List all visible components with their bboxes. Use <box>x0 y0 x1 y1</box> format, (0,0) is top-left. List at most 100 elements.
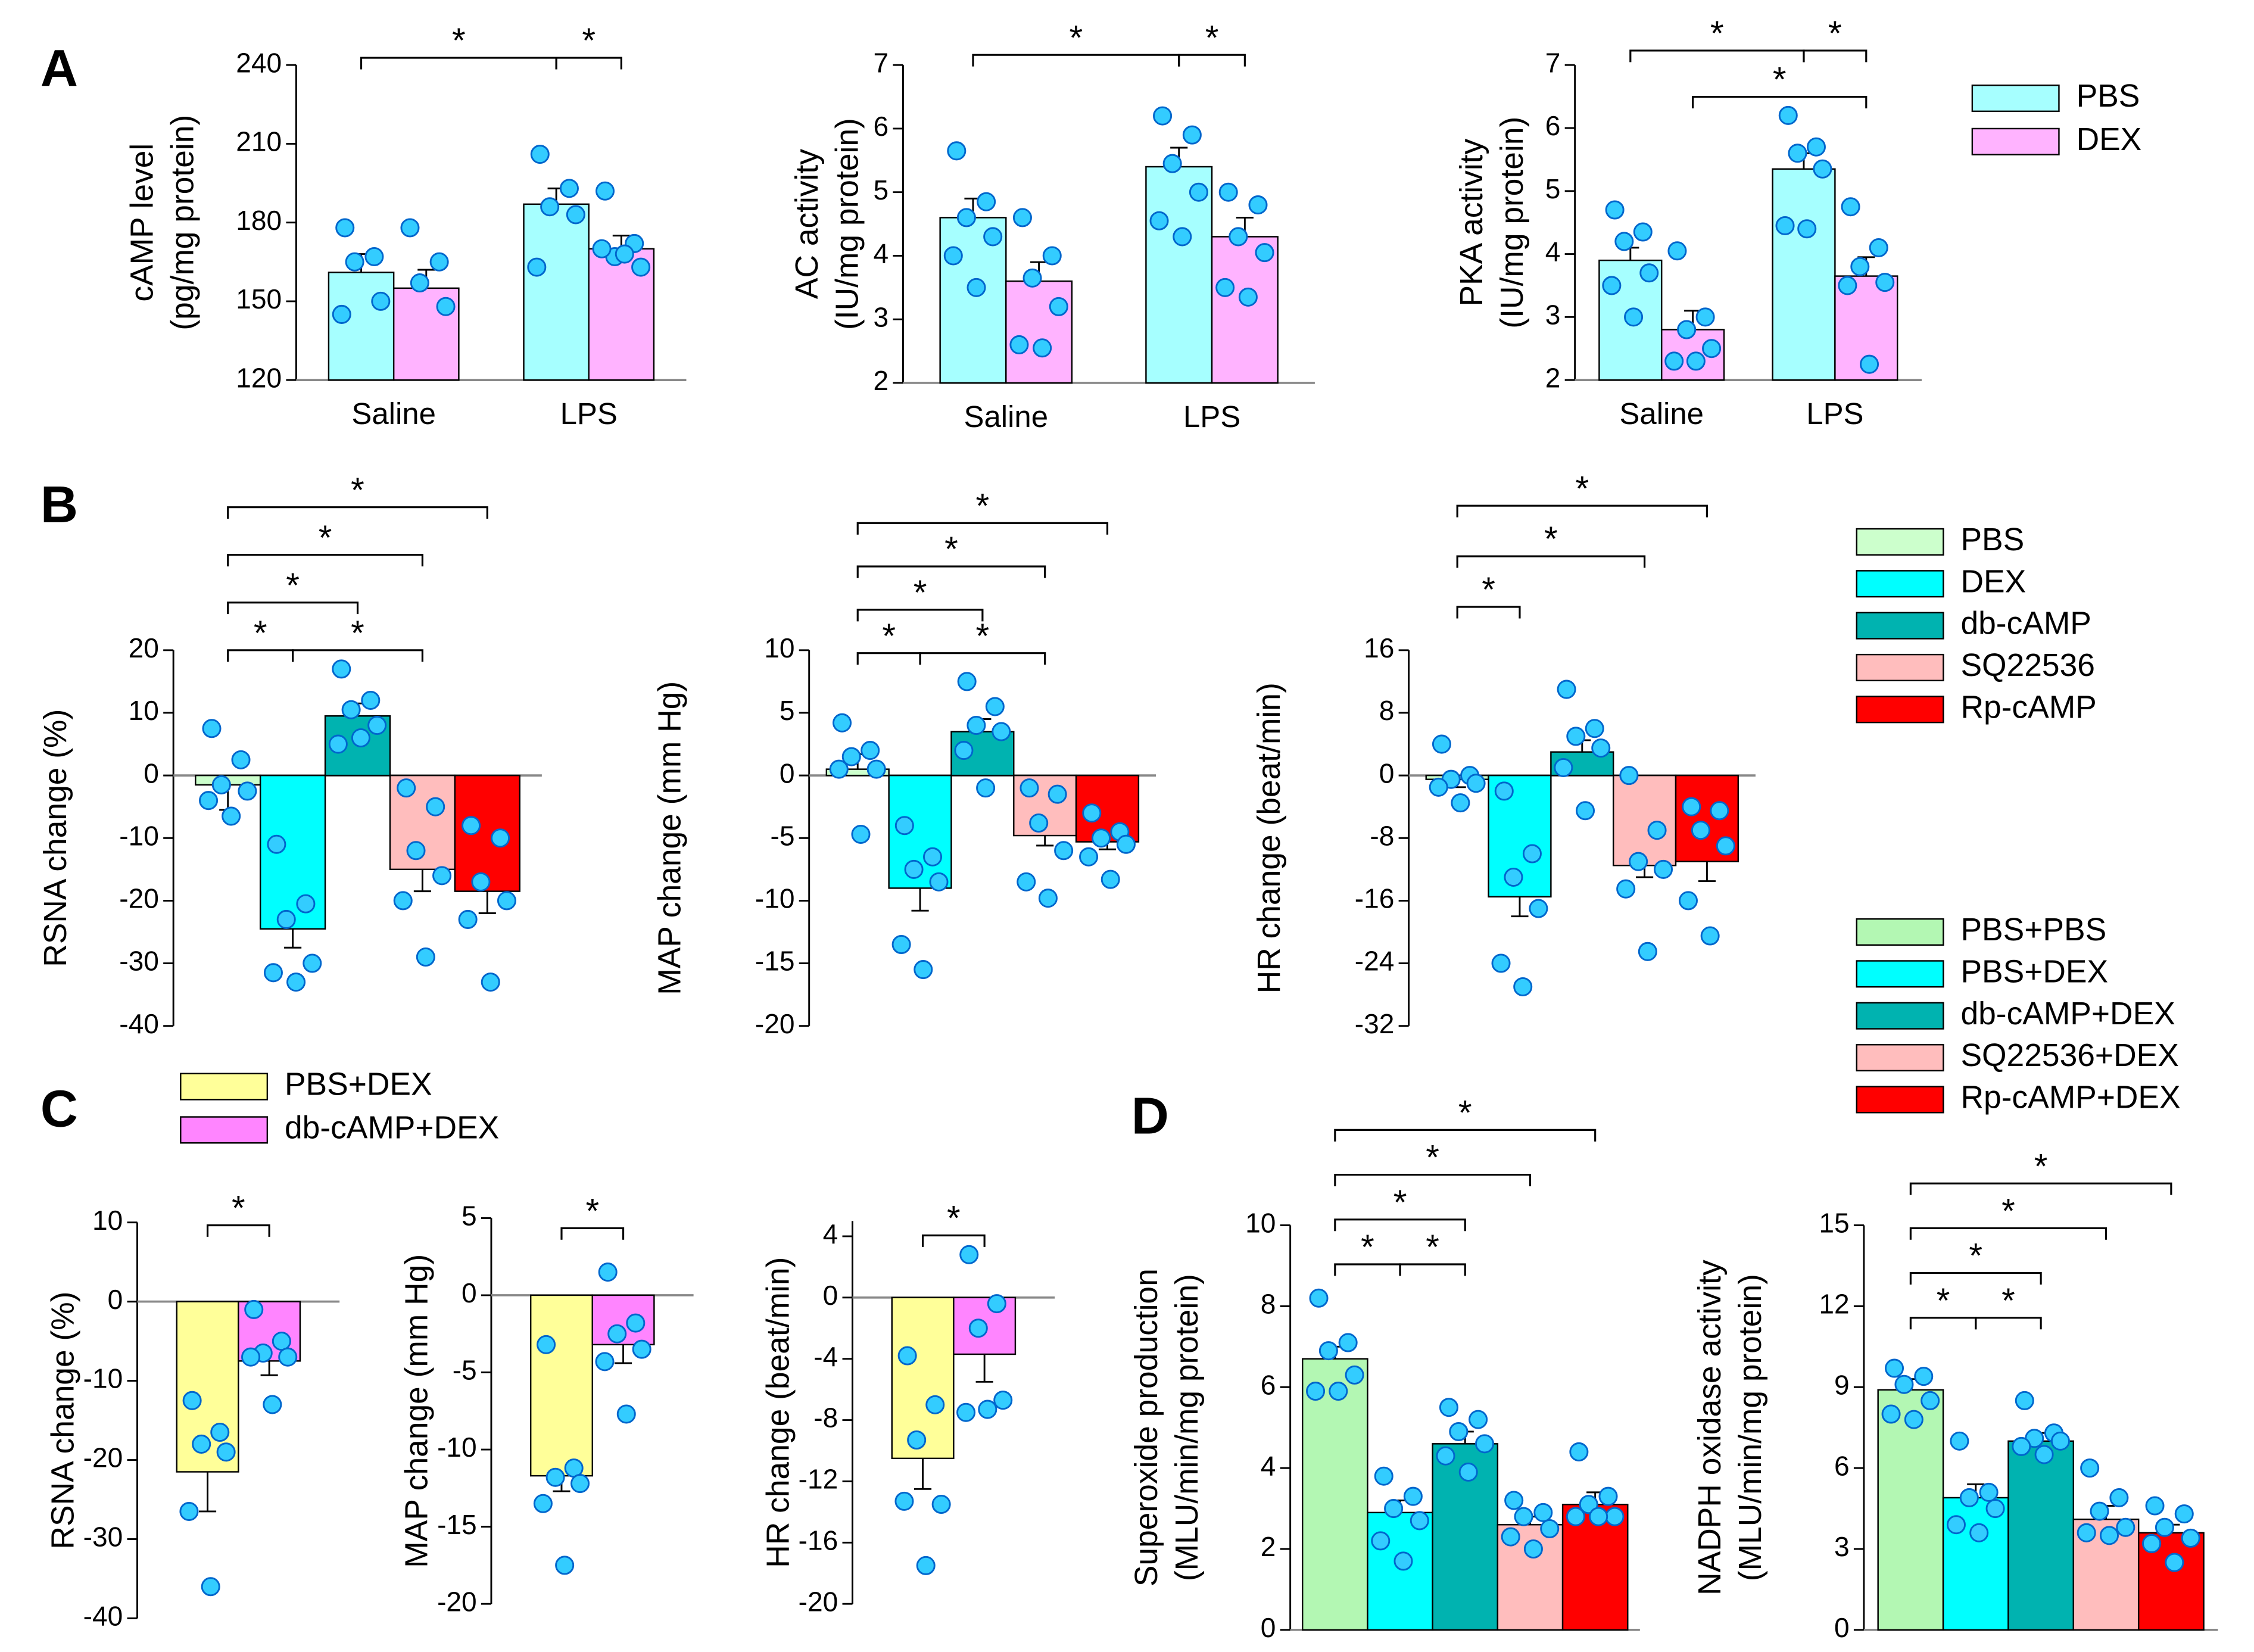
data-point <box>1162 154 1182 173</box>
error-bar <box>615 1344 632 1364</box>
y-axis-label: NADPH oxidase activity <box>1692 1260 1728 1595</box>
data-point <box>1173 227 1192 247</box>
data-point <box>866 759 886 779</box>
significance-label: * <box>1482 571 1495 609</box>
data-point <box>1049 297 1068 316</box>
data-point <box>956 1402 976 1422</box>
y-tick-label: 0 <box>462 1277 477 1308</box>
data-point <box>303 953 322 973</box>
data-point <box>1082 803 1102 823</box>
error-bar <box>911 888 929 912</box>
data-point <box>861 741 880 760</box>
y-tick-label: -8 <box>813 1402 838 1433</box>
y-tick-label: 15 <box>1819 1208 1849 1239</box>
data-point <box>2012 1436 2031 1456</box>
significance-label: * <box>452 21 466 60</box>
data-point <box>202 719 222 738</box>
error-bar <box>198 1472 217 1513</box>
significance-label: * <box>1361 1228 1374 1267</box>
data-point <box>967 278 986 297</box>
data-point <box>1054 841 1074 861</box>
legend-swatch <box>1856 960 1944 988</box>
data-point <box>1788 144 1807 163</box>
y-tick-label: 6 <box>1545 110 1561 141</box>
data-point <box>570 1474 590 1494</box>
y-tick-label: -10 <box>119 820 159 851</box>
data-point <box>332 659 351 679</box>
data-point <box>263 1395 282 1414</box>
data-point <box>841 747 861 766</box>
data-point <box>978 1399 997 1419</box>
data-point <box>1215 278 1235 297</box>
data-point <box>1338 1333 1358 1352</box>
data-point <box>276 909 296 929</box>
error-bar <box>975 1354 993 1383</box>
data-point <box>1318 1341 1338 1361</box>
error-bar <box>1511 896 1529 918</box>
legend-swatch <box>1856 570 1944 598</box>
y-tick-label: 7 <box>874 47 889 78</box>
data-point <box>967 715 986 735</box>
data-point <box>1616 879 1636 899</box>
data-point <box>179 1501 199 1521</box>
data-point <box>211 775 231 794</box>
y-tick-label: 4 <box>823 1218 838 1249</box>
data-point <box>616 1404 636 1424</box>
significance-bracket <box>856 565 1046 578</box>
data-point <box>406 841 426 861</box>
data-point <box>1778 105 1798 125</box>
significance-label: * <box>947 1199 961 1238</box>
y-tick-label: 7 <box>1545 47 1561 78</box>
x-tick-label: Saline <box>964 400 1048 434</box>
data-point <box>1921 1391 1940 1410</box>
y-tick-label: 5 <box>780 695 795 726</box>
data-point <box>231 750 251 769</box>
legend-swatch <box>1856 528 1944 556</box>
legend-swatch <box>1856 918 1944 946</box>
significance-label: * <box>1070 18 1083 57</box>
data-point <box>607 1324 627 1344</box>
significance-label: * <box>2002 1282 2015 1320</box>
data-point <box>436 297 456 316</box>
significance-label: * <box>1937 1282 1950 1320</box>
legend-label: DEX <box>2077 122 2142 157</box>
data-point <box>907 1430 927 1450</box>
data-point <box>931 1495 951 1514</box>
y-tick-label: 10 <box>1245 1208 1276 1239</box>
data-point <box>1533 1503 1553 1522</box>
data-point <box>296 894 316 914</box>
y-tick-label: 6 <box>874 111 889 142</box>
data-point <box>1501 1527 1520 1547</box>
data-point <box>1189 182 1208 202</box>
data-point <box>1410 1511 1429 1531</box>
legend-label: Rp-cAMP <box>1960 690 2096 725</box>
bar <box>891 1296 955 1460</box>
panel-letter: C <box>40 1079 78 1137</box>
y-tick-label: -10 <box>437 1432 477 1463</box>
data-point <box>1182 125 1202 145</box>
legend-label: db-cAMP <box>1960 606 2091 641</box>
y-tick-label: 10 <box>129 695 159 726</box>
data-point <box>540 197 560 217</box>
data-point <box>897 1346 917 1366</box>
x-tick-label: LPS <box>1806 397 1863 431</box>
y-tick-label: -8 <box>1370 820 1394 851</box>
data-point <box>1841 197 1860 217</box>
y-tick-label: -10 <box>755 883 795 914</box>
y-tick-label: -5 <box>770 820 794 851</box>
y-tick-label: 0 <box>1379 758 1395 788</box>
significance-label: * <box>351 471 364 510</box>
y-tick-label: 240 <box>236 47 282 78</box>
y-axis-label: (pg/mg protein) <box>166 115 201 331</box>
y-tick-label: -30 <box>83 1522 123 1553</box>
y-tick-label: 3 <box>1834 1531 1850 1562</box>
significance-label: * <box>976 617 990 656</box>
data-point <box>904 859 924 879</box>
data-point <box>1850 257 1870 276</box>
data-point <box>1012 208 1032 227</box>
data-point <box>1017 872 1036 892</box>
data-point <box>1429 777 1448 797</box>
bar <box>529 1294 593 1477</box>
data-point <box>833 713 852 733</box>
